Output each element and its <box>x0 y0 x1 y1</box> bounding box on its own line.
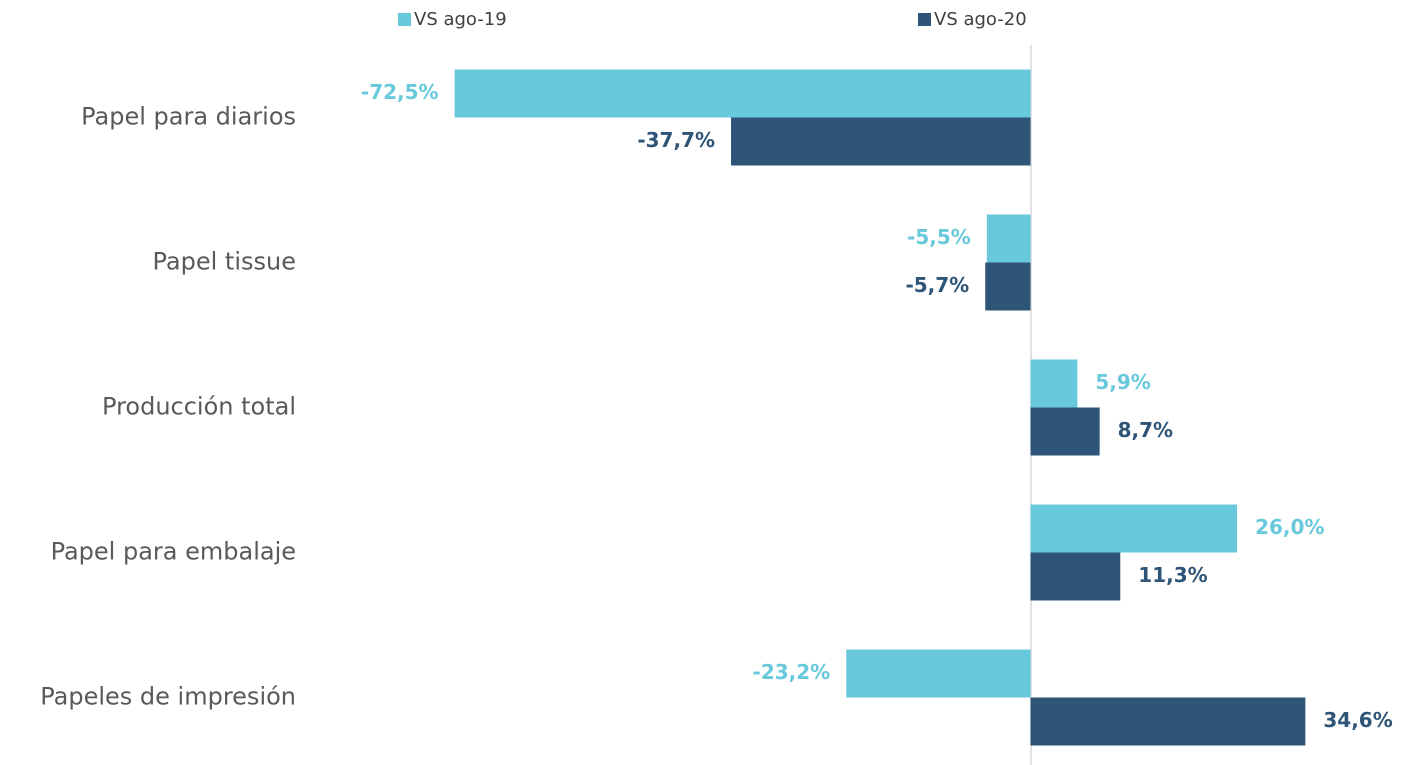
legend-swatch <box>918 13 931 26</box>
legend-label: VS ago-20 <box>934 9 1027 30</box>
category-label: Papel tissue <box>153 248 296 276</box>
category-label: Papel para embalaje <box>51 538 296 566</box>
category-label: Papel para diarios <box>81 103 296 131</box>
value-label: 34,6% <box>1323 708 1392 732</box>
value-label: -5,5% <box>907 225 971 249</box>
value-label: -23,2% <box>753 660 831 684</box>
bar <box>454 69 1031 118</box>
bar <box>731 117 1031 166</box>
value-label: -72,5% <box>361 80 439 104</box>
bar <box>1030 552 1121 601</box>
bar <box>846 649 1031 698</box>
value-label: -5,7% <box>905 273 969 297</box>
bar <box>985 262 1031 311</box>
bar <box>1030 407 1100 456</box>
bar <box>1030 697 1306 746</box>
category-label: Papeles de impresión <box>40 683 296 711</box>
category-label: Producción total <box>102 393 296 421</box>
bar <box>1030 359 1078 408</box>
legend-label: VS ago-19 <box>414 9 507 30</box>
value-label: 5,9% <box>1095 370 1150 394</box>
value-label: -37,7% <box>637 128 715 152</box>
value-label: 11,3% <box>1138 563 1207 587</box>
legend-swatch <box>398 13 411 26</box>
bar <box>986 214 1031 263</box>
value-label: 8,7% <box>1118 418 1173 442</box>
value-label: 26,0% <box>1255 515 1324 539</box>
bar <box>1030 504 1238 553</box>
